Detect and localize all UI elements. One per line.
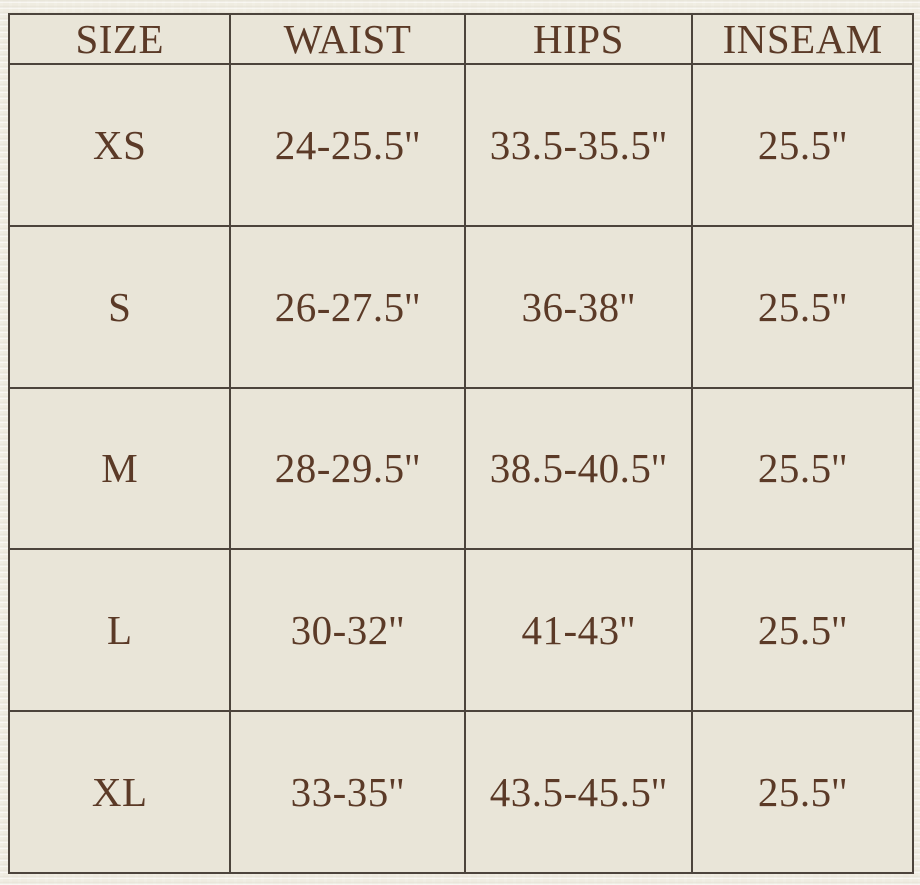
cell-waist: 26-27.5'': [229, 224, 466, 389]
cell-size: XL: [7, 710, 232, 874]
size-table-body: XS 24-25.5'' 33.5-35.5'' 25.5'' S 26-27.5'' 36…: [7, 63, 914, 874]
cell-hips: 41-43'': [463, 548, 694, 713]
table-row: L 30-32'' 41-43'' 25.5'': [7, 548, 914, 713]
cell-inseam: 25.5'': [691, 548, 914, 713]
cell-waist: 30-32'': [229, 548, 466, 713]
cell-waist: 24-25.5'': [229, 63, 466, 227]
cell-hips: 36-38'': [463, 224, 694, 389]
size-chart-frame: SIZE WAIST HIPS INSEAM XS 24-25.5'' 33.5-3…: [7, 13, 914, 874]
cell-size: L: [7, 548, 232, 713]
cell-hips: 38.5-40.5'': [463, 386, 694, 551]
cell-inseam: 25.5'': [691, 63, 914, 227]
cell-hips: 33.5-35.5'': [463, 63, 694, 227]
cell-size: S: [7, 224, 232, 389]
table-row: S 26-27.5'' 36-38'' 25.5'': [7, 224, 914, 389]
cell-waist: 28-29.5'': [229, 386, 466, 551]
cell-inseam: 25.5'': [691, 386, 914, 551]
header-row: SIZE WAIST HIPS INSEAM: [7, 13, 914, 65]
table-row: M 28-29.5'' 38.5-40.5'' 25.5'': [7, 386, 914, 551]
table-row: XS 24-25.5'' 33.5-35.5'' 25.5'': [7, 63, 914, 227]
cell-hips: 43.5-45.5'': [463, 710, 694, 874]
table-row: XL 33-35'' 43.5-45.5'' 25.5'': [7, 710, 914, 874]
cell-waist: 33-35'': [229, 710, 466, 874]
cell-inseam: 25.5'': [691, 710, 914, 874]
cell-inseam: 25.5'': [691, 224, 914, 389]
column-header-hips: HIPS: [463, 13, 694, 65]
column-header-waist: WAIST: [229, 13, 466, 65]
cell-size: M: [7, 386, 232, 551]
column-header-size: SIZE: [7, 13, 232, 65]
cell-size: XS: [7, 63, 232, 227]
size-chart-table: SIZE WAIST HIPS INSEAM XS 24-25.5'' 33.5-3…: [7, 13, 914, 874]
column-header-inseam: INSEAM: [691, 13, 914, 65]
